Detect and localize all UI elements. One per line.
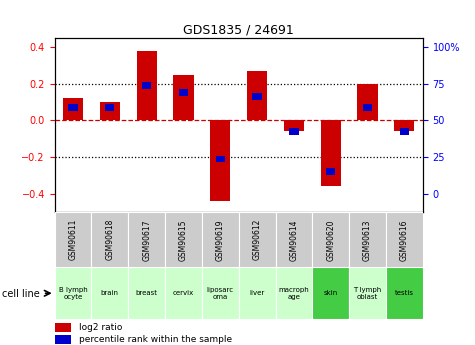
Bar xyxy=(386,212,423,267)
Bar xyxy=(253,93,262,100)
Text: macroph
age: macroph age xyxy=(278,287,309,300)
Text: GSM90618: GSM90618 xyxy=(105,219,114,260)
Bar xyxy=(386,267,423,319)
Bar xyxy=(179,89,188,97)
Bar xyxy=(238,212,276,267)
Title: GDS1835 / 24691: GDS1835 / 24691 xyxy=(183,24,294,37)
Bar xyxy=(394,120,415,131)
Bar xyxy=(55,335,71,344)
Text: GSM90617: GSM90617 xyxy=(142,219,151,260)
Bar xyxy=(100,102,120,120)
Text: testis: testis xyxy=(395,290,414,296)
Bar xyxy=(276,212,313,267)
Bar xyxy=(400,128,409,135)
Bar xyxy=(313,212,349,267)
Bar xyxy=(91,212,128,267)
Text: GSM90614: GSM90614 xyxy=(289,219,298,260)
Bar xyxy=(216,156,225,162)
Bar xyxy=(105,104,114,111)
Text: GSM90619: GSM90619 xyxy=(216,219,225,260)
Bar xyxy=(284,120,304,131)
Bar xyxy=(55,212,91,267)
Bar xyxy=(128,212,165,267)
Text: GSM90612: GSM90612 xyxy=(253,219,262,260)
Bar xyxy=(313,267,349,319)
Bar xyxy=(363,104,372,111)
Text: brain: brain xyxy=(101,290,119,296)
Text: B lymph
ocyte: B lymph ocyte xyxy=(58,287,87,300)
Bar xyxy=(63,98,83,120)
Text: GSM90613: GSM90613 xyxy=(363,219,372,260)
Bar xyxy=(289,128,298,135)
Bar xyxy=(91,267,128,319)
Bar xyxy=(357,84,378,120)
Text: log2 ratio: log2 ratio xyxy=(78,323,122,332)
Bar xyxy=(68,104,77,111)
Text: breast: breast xyxy=(136,290,158,296)
Bar xyxy=(349,267,386,319)
Bar xyxy=(165,212,202,267)
Text: cell line: cell line xyxy=(2,289,40,299)
Bar xyxy=(321,120,341,187)
Bar xyxy=(136,51,157,120)
Bar xyxy=(202,267,238,319)
Bar xyxy=(326,168,335,175)
Bar xyxy=(247,71,267,120)
Bar xyxy=(276,267,313,319)
Text: liposarc
oma: liposarc oma xyxy=(207,287,234,300)
Bar xyxy=(55,323,71,332)
Bar xyxy=(210,120,230,201)
Bar xyxy=(142,82,151,89)
Text: GSM90616: GSM90616 xyxy=(400,219,409,260)
Text: skin: skin xyxy=(323,290,338,296)
Text: GSM90611: GSM90611 xyxy=(68,219,77,260)
Text: GSM90620: GSM90620 xyxy=(326,219,335,260)
Bar xyxy=(165,267,202,319)
Bar xyxy=(173,75,194,120)
Text: GSM90615: GSM90615 xyxy=(179,219,188,260)
Bar xyxy=(202,212,238,267)
Bar xyxy=(55,267,91,319)
Bar xyxy=(349,212,386,267)
Text: cervix: cervix xyxy=(173,290,194,296)
Text: T lymph
oblast: T lymph oblast xyxy=(353,287,381,300)
Text: percentile rank within the sample: percentile rank within the sample xyxy=(78,335,232,344)
Bar xyxy=(238,267,276,319)
Text: liver: liver xyxy=(249,290,265,296)
Bar xyxy=(128,267,165,319)
